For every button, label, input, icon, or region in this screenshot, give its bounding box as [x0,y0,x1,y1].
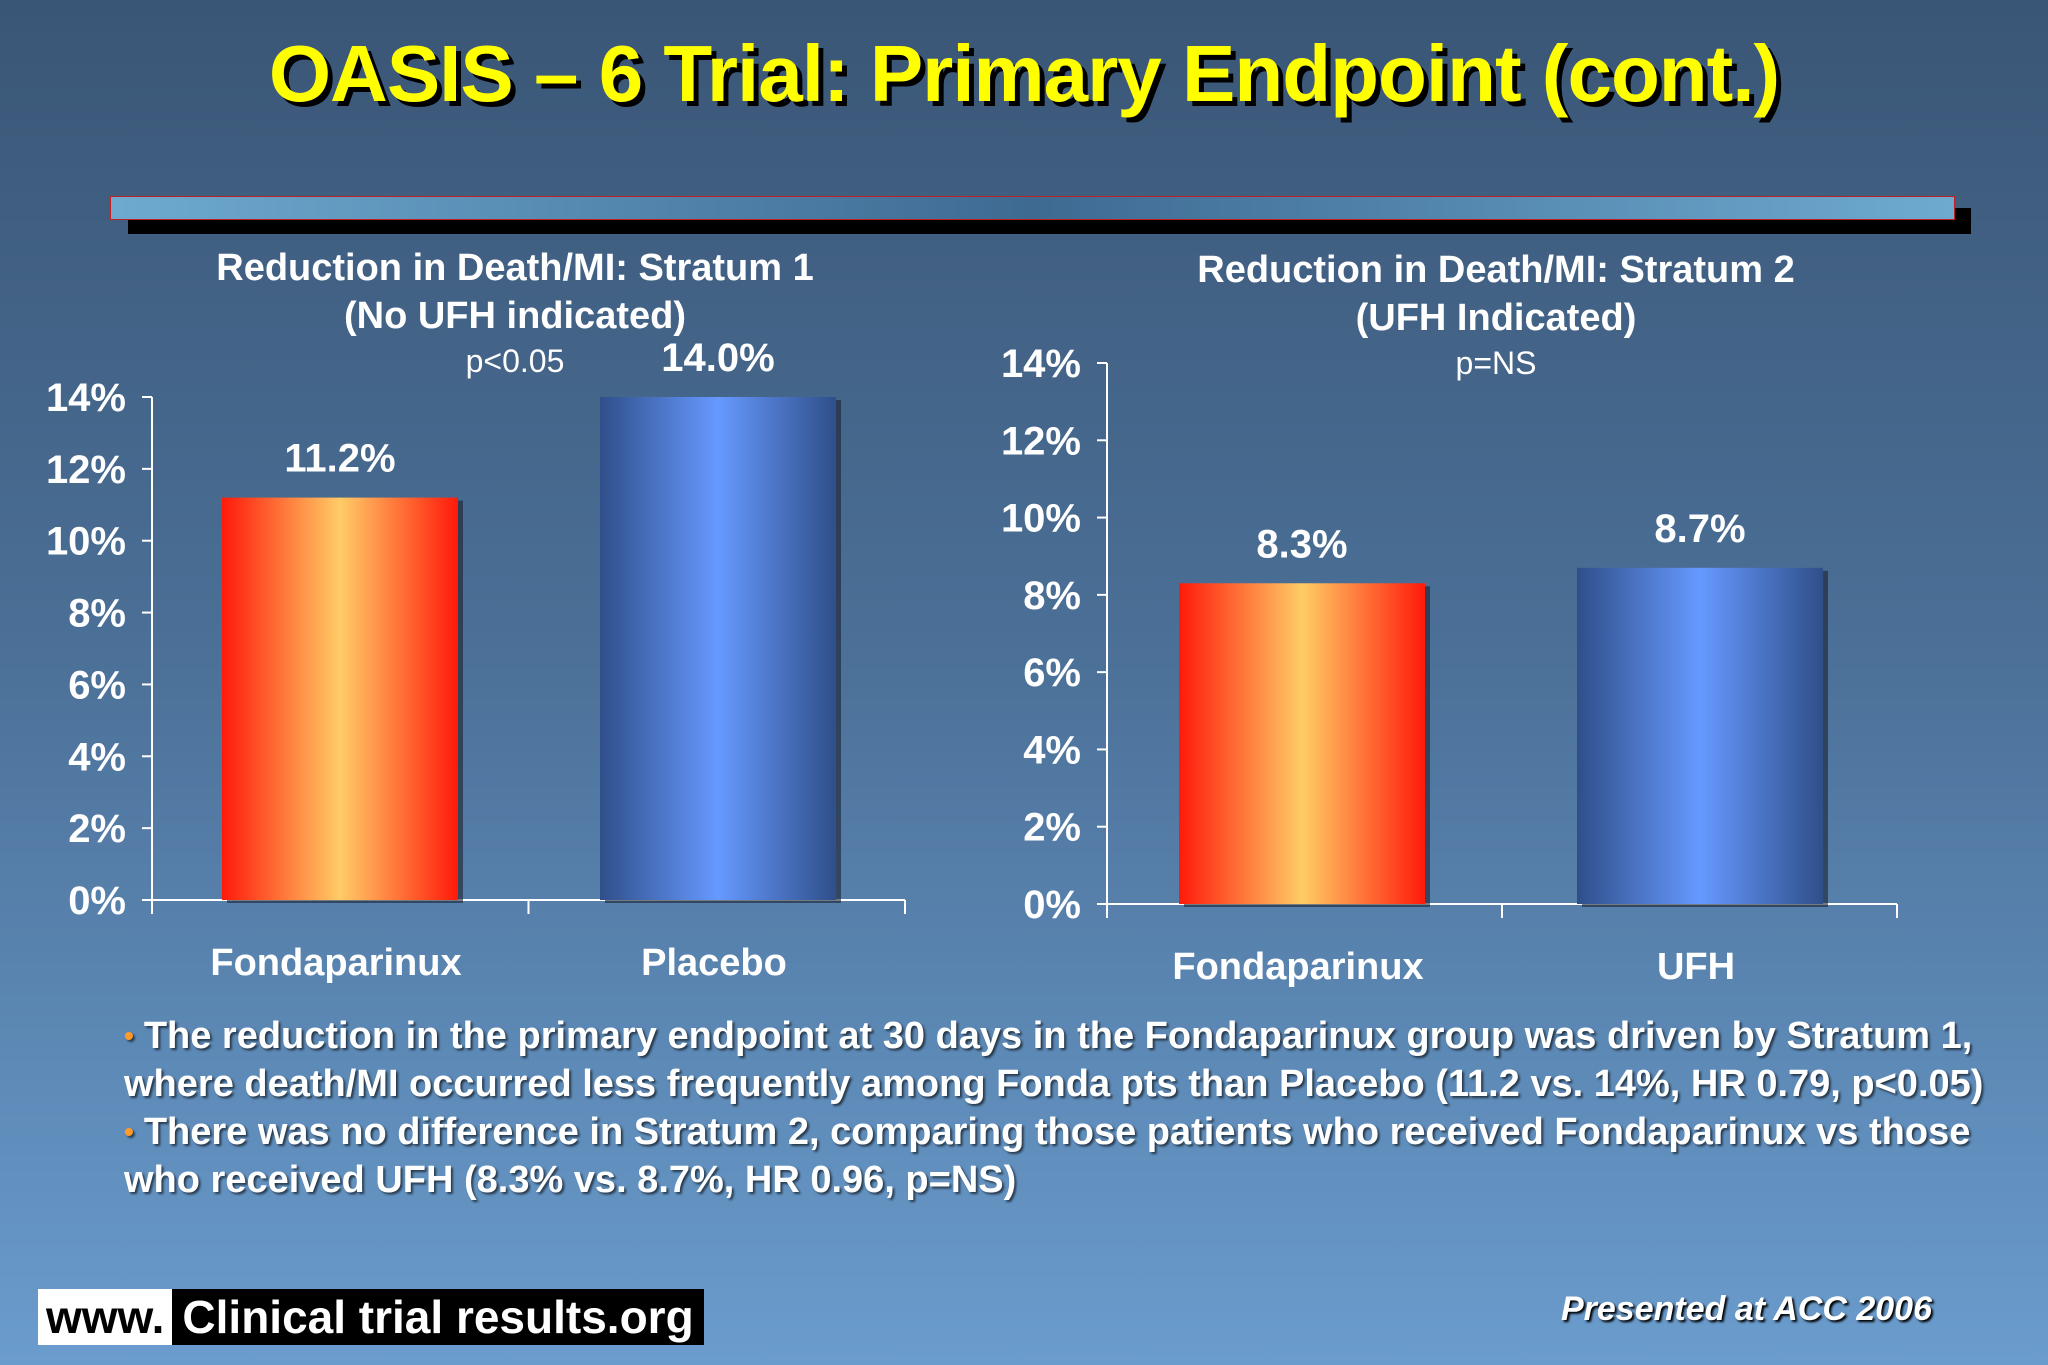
y-tick-label: 14% [1001,342,1081,386]
data-label: 8.3% [1256,522,1347,566]
y-tick-label: 4% [68,735,126,779]
y-tick-label: 12% [1001,419,1081,463]
slide-title: OASIS – 6 Trial: Primary Endpoint (cont.… [268,29,1780,118]
chart-title: Reduction in Death/MI: Stratum 1 [216,247,813,289]
data-label: 11.2% [284,437,395,481]
bar [222,497,458,900]
y-tick-label: 8% [68,592,126,636]
x-category-label: UFH [1657,946,1735,988]
bullet-dot-icon: • [124,1020,134,1051]
y-tick-label: 12% [46,448,126,492]
footer-logo: www. Clinical trial results.org [38,1289,704,1345]
x-category-label: Placebo [641,942,787,984]
bullet-dot-icon: • [124,1116,134,1147]
bullet-item: • There was no difference in Stratum 2, c… [124,1108,1984,1204]
x-category-label: Fondaparinux [210,942,461,984]
data-label: 8.7% [1654,507,1745,551]
x-category-label: Fondaparinux [1172,946,1423,988]
data-label: 14.0% [661,336,774,380]
p-value: p<0.05 [466,343,565,379]
footer-site: Clinical trial results.org [182,1291,694,1343]
bar-charts: Reduction in Death/MI: Stratum 1 (No UFH … [46,247,1828,988]
bar [600,397,836,900]
chart-subtitle: (No UFH indicated) [344,295,686,337]
y-tick-label: 0% [68,879,126,923]
bullet-text: There was no difference in Stratum 2, co… [124,1111,1971,1201]
bullet-text: The reduction in the primary endpoint at… [124,1015,1984,1105]
y-tick-label: 2% [68,807,126,851]
title-rule [110,196,1955,220]
y-tick-label: 4% [1023,728,1081,772]
y-tick-label: 0% [1023,883,1081,927]
y-tick-label: 10% [46,520,126,564]
y-tick-label: 8% [1023,574,1081,618]
footer-www: www. [38,1289,173,1345]
chart-title: Reduction in Death/MI: Stratum 2 [1197,249,1794,291]
y-tick-label: 6% [68,663,126,707]
y-tick-label: 14% [46,376,126,420]
y-tick-label: 10% [1001,497,1081,541]
p-value: p=NS [1456,345,1537,381]
presented-at: Presented at ACC 2006 [1560,1290,1932,1328]
y-tick-label: 2% [1023,806,1081,850]
bullet-item: • The reduction in the primary endpoint a… [124,1012,1984,1108]
bar [1179,583,1425,904]
bullet-list: • The reduction in the primary endpoint a… [124,1012,1984,1204]
y-tick-label: 6% [1023,651,1081,695]
chart-subtitle: (UFH Indicated) [1356,297,1637,339]
bar [1577,567,1823,904]
